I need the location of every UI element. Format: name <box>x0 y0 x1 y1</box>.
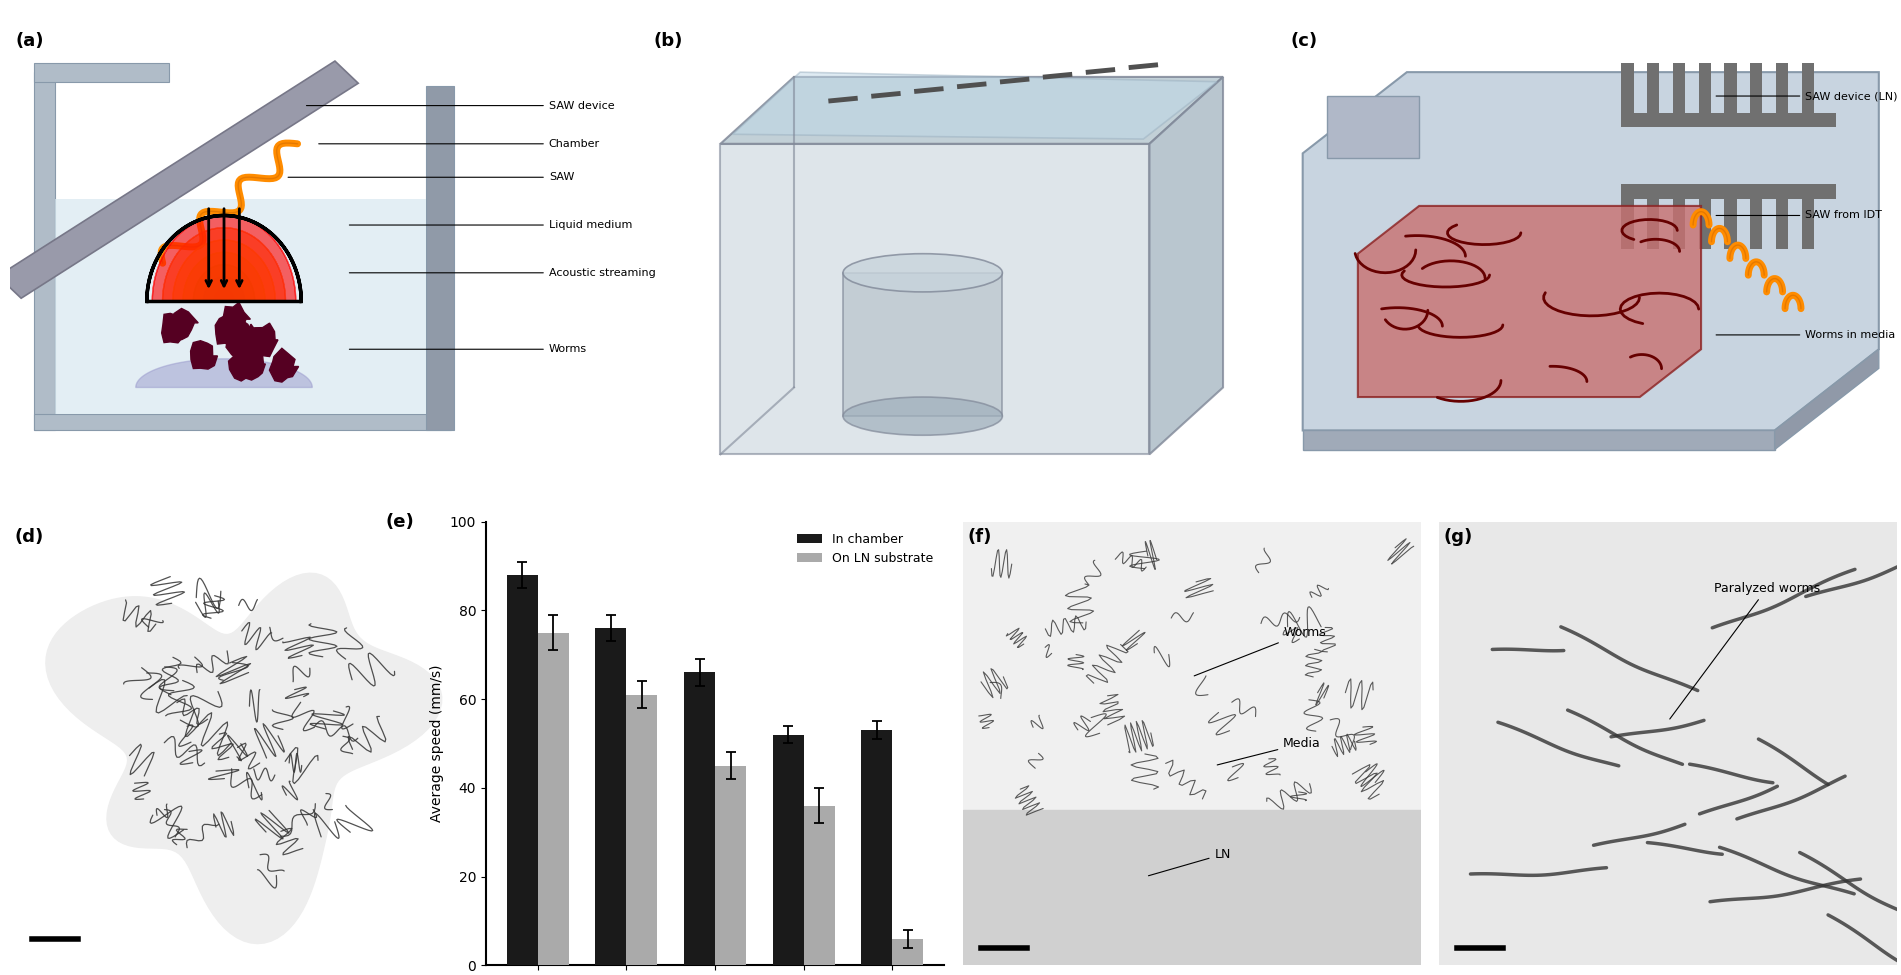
Polygon shape <box>226 327 253 360</box>
Bar <box>627 694 658 965</box>
Bar <box>34 62 169 82</box>
Polygon shape <box>1357 206 1701 397</box>
Bar <box>1724 191 1738 249</box>
Text: Paralyzed worms: Paralyzed worms <box>1669 582 1819 719</box>
Bar <box>34 72 55 431</box>
Bar <box>684 673 715 965</box>
Bar <box>1751 62 1762 120</box>
Polygon shape <box>720 143 1150 454</box>
Polygon shape <box>720 77 1222 143</box>
Bar <box>1776 62 1789 120</box>
Polygon shape <box>203 277 245 301</box>
Bar <box>1802 62 1814 120</box>
Polygon shape <box>0 61 357 298</box>
Polygon shape <box>171 308 198 339</box>
Text: SAW: SAW <box>289 173 574 182</box>
Bar <box>538 633 568 965</box>
Polygon shape <box>224 316 251 347</box>
Bar <box>1673 191 1684 249</box>
Bar <box>1622 113 1836 127</box>
Text: (f): (f) <box>968 528 992 546</box>
Text: (g): (g) <box>1443 528 1473 546</box>
Polygon shape <box>1776 349 1878 449</box>
Y-axis label: Average speed (mm/s): Average speed (mm/s) <box>430 665 445 822</box>
Polygon shape <box>163 228 285 301</box>
Bar <box>1673 62 1684 120</box>
Polygon shape <box>135 359 312 387</box>
Bar <box>861 730 892 965</box>
Polygon shape <box>215 315 240 346</box>
Bar <box>842 273 1002 416</box>
Text: (c): (c) <box>1291 31 1317 50</box>
Bar <box>1327 97 1420 158</box>
Ellipse shape <box>842 254 1002 292</box>
Text: (e): (e) <box>386 513 414 530</box>
Text: Worms: Worms <box>350 344 587 354</box>
Text: Media: Media <box>1217 737 1321 765</box>
Polygon shape <box>222 302 251 333</box>
Polygon shape <box>162 313 184 343</box>
Text: LN: LN <box>1148 848 1230 876</box>
Polygon shape <box>732 72 1217 139</box>
Bar <box>1622 62 1633 120</box>
Bar <box>772 734 804 965</box>
Polygon shape <box>182 253 264 301</box>
Bar <box>892 939 924 965</box>
Polygon shape <box>1150 77 1222 454</box>
Text: (d): (d) <box>13 528 44 546</box>
Bar <box>1802 191 1814 249</box>
Bar <box>55 199 426 413</box>
Bar <box>34 413 451 431</box>
Bar <box>1724 62 1738 120</box>
Polygon shape <box>1302 431 1776 449</box>
Bar <box>1646 62 1660 120</box>
Text: (b): (b) <box>654 31 682 50</box>
Bar <box>1622 191 1633 249</box>
Text: (a): (a) <box>15 31 44 50</box>
Text: Liquid medium: Liquid medium <box>350 220 633 230</box>
Polygon shape <box>1302 72 1878 431</box>
Bar <box>1776 191 1789 249</box>
Text: Acoustic streaming: Acoustic streaming <box>350 268 656 278</box>
Text: Chamber: Chamber <box>319 138 601 149</box>
Text: SAW device (LN): SAW device (LN) <box>1717 91 1897 101</box>
Polygon shape <box>962 522 1420 810</box>
Polygon shape <box>228 348 259 381</box>
Polygon shape <box>962 810 1420 965</box>
Ellipse shape <box>842 397 1002 435</box>
Bar <box>715 765 745 965</box>
Bar <box>1751 191 1762 249</box>
Text: SAW device: SAW device <box>306 100 614 110</box>
Bar <box>1646 191 1660 249</box>
Polygon shape <box>190 340 217 370</box>
Polygon shape <box>270 348 298 382</box>
Bar <box>508 575 538 965</box>
Bar <box>804 805 835 965</box>
Polygon shape <box>152 215 297 301</box>
Legend: In chamber, On LN substrate: In chamber, On LN substrate <box>791 527 937 570</box>
Polygon shape <box>1439 522 1897 965</box>
Polygon shape <box>46 573 441 944</box>
Polygon shape <box>240 348 266 380</box>
Polygon shape <box>251 323 278 357</box>
Text: Worms: Worms <box>1194 626 1327 676</box>
Bar <box>1622 184 1836 199</box>
Polygon shape <box>238 325 266 361</box>
Bar <box>1699 191 1711 249</box>
Polygon shape <box>213 290 234 301</box>
Bar <box>1699 62 1711 120</box>
Polygon shape <box>194 264 255 301</box>
Bar <box>595 628 627 965</box>
Text: SAW from IDT: SAW from IDT <box>1717 211 1882 220</box>
Text: Worms in media: Worms in media <box>1717 330 1895 340</box>
Bar <box>426 87 454 431</box>
Polygon shape <box>173 240 276 301</box>
